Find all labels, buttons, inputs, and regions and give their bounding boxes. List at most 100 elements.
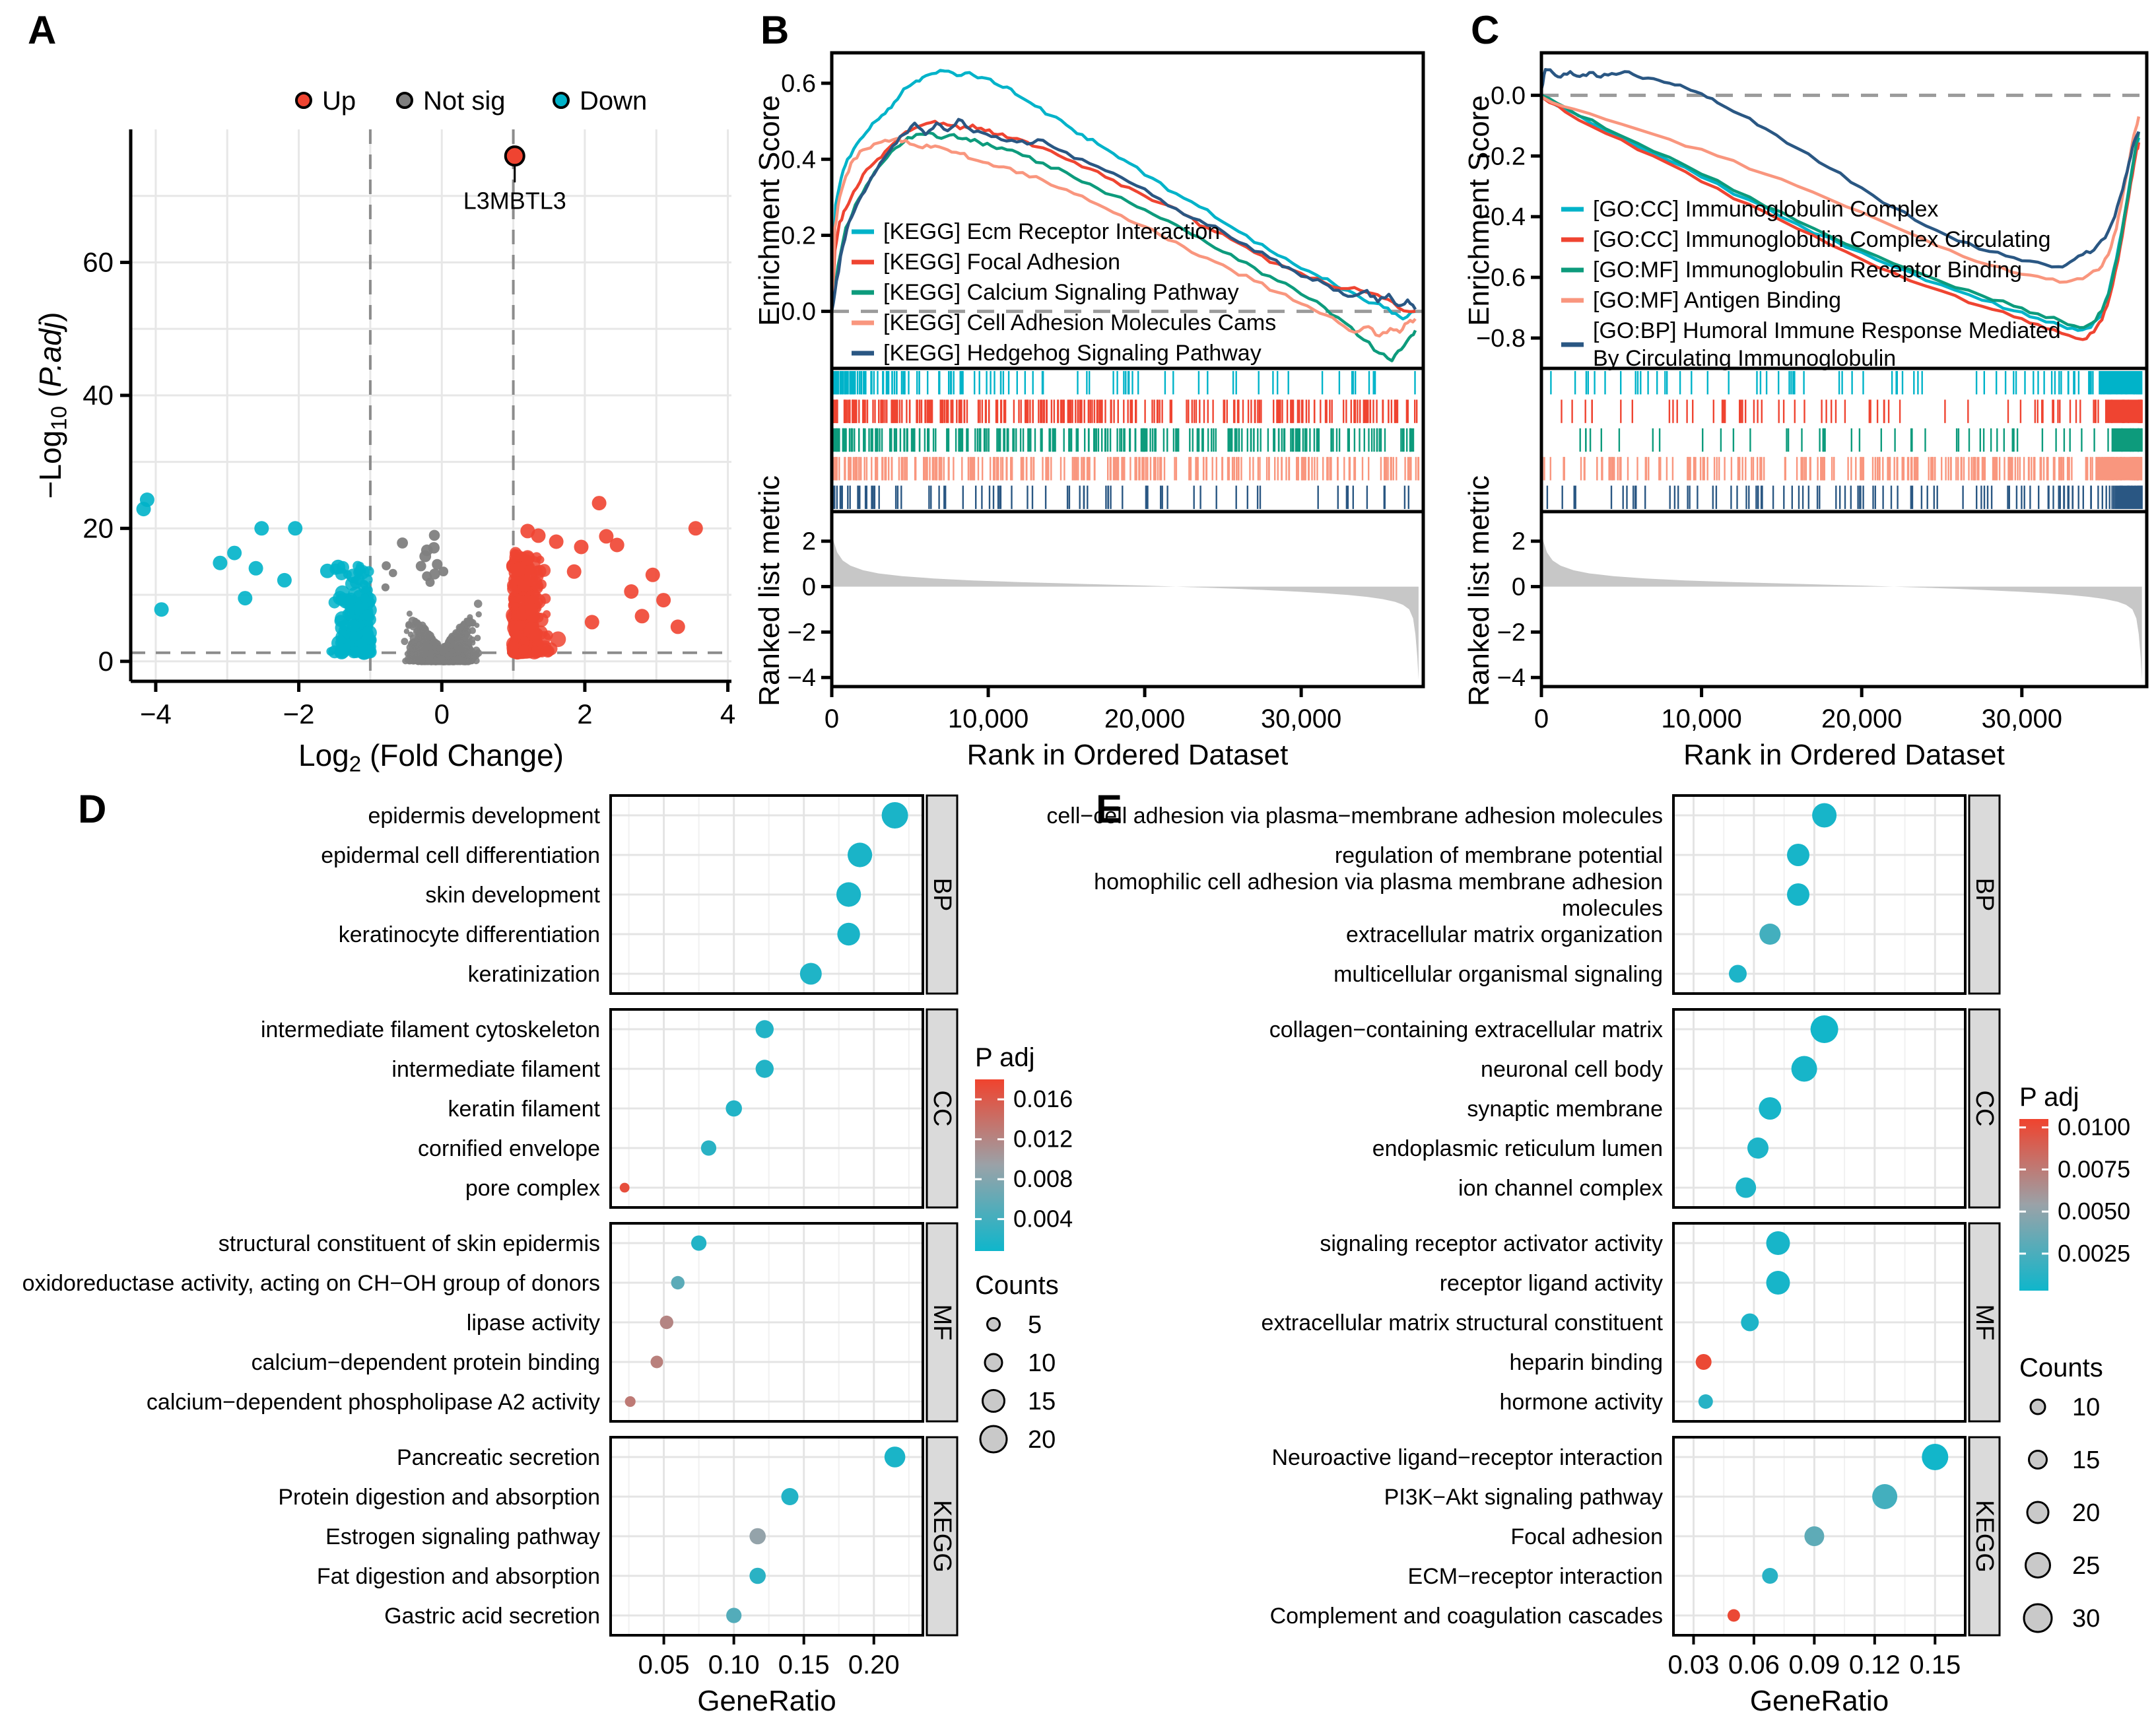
term-dot: [725, 1100, 742, 1117]
x-tick-label: 10,000: [1661, 704, 1741, 733]
counts-legend-label: 20: [1028, 1426, 1056, 1454]
term-dot: [1766, 1231, 1790, 1255]
metric-tick-label: 2: [802, 528, 816, 556]
legend-dot: [396, 92, 413, 109]
term-dot: [1810, 1015, 1838, 1043]
term-label: collagen−containing extracellular matrix: [1269, 1017, 1663, 1042]
term-dot: [1727, 1609, 1740, 1622]
term-label: intermediate filament: [391, 1057, 600, 1082]
enrichment-curve: [1540, 95, 2141, 284]
counts-legend-dot: [984, 1353, 1003, 1373]
term-dot: [1812, 803, 1837, 828]
term-dot: [1787, 883, 1809, 906]
term-dot: [836, 882, 861, 907]
legend-label: [KEGG] Focal Adhesion: [883, 250, 1120, 275]
x-tick-label: 0.12: [1849, 1650, 1901, 1679]
enrichment-curve: [830, 137, 1417, 338]
x-tick-label: −2: [283, 698, 315, 729]
facet-strip: [1968, 1008, 2001, 1209]
counts-legend-label: 10: [1028, 1349, 1056, 1377]
es-tick-label: 0.6: [781, 70, 816, 98]
counts-legend-label: 5: [1028, 1311, 1042, 1339]
term-dot: [749, 1528, 766, 1545]
enrichment-curve: [830, 119, 1416, 314]
gsea-canvas: 0.0 −0.2 −0.4 −0.6 −0.8 2 0 −2 −4 0 10,000 20,000 30…: [1463, 51, 2149, 771]
term-label: Protein digestion and absorption: [278, 1485, 600, 1510]
term-label: Estrogen signaling pathway: [325, 1524, 600, 1549]
counts-legend-dot: [982, 1389, 1005, 1413]
panel-label-a: A: [28, 8, 57, 52]
term-dot: [1747, 1137, 1769, 1159]
term-label: endoplasmic reticulum lumen: [1372, 1136, 1663, 1161]
metric-axis-label: Ranked list metric: [1463, 475, 1495, 706]
term-dot: [700, 1140, 717, 1156]
x-tick-label: 4: [720, 698, 735, 729]
term-dot: [755, 1020, 774, 1038]
metric-tick-label: −2: [788, 619, 816, 646]
term-dot: [1787, 844, 1809, 866]
enrichment-dotplot-up: epidermis development epidermal cell diff…: [22, 794, 1073, 1717]
term-label: pore complex: [465, 1176, 600, 1201]
term-label: keratin filament: [448, 1097, 600, 1122]
es-tick-label: 0.2: [781, 222, 816, 250]
term-dot: [671, 1275, 685, 1290]
term-label: Fat digestion and absorption: [317, 1564, 600, 1589]
rug-dense-block: [2095, 457, 2142, 481]
padj-legend-label: 0.008: [1013, 1165, 1073, 1192]
metric-tick-label: −4: [788, 664, 816, 692]
x-axis-label: Rank in Ordered Dataset: [967, 739, 1289, 771]
padj-legend-label: 0.0025: [2058, 1240, 2130, 1267]
panel-label-c: C: [1471, 8, 1500, 52]
facet-strip-label: CC: [928, 1091, 956, 1127]
term-dot: [659, 1315, 673, 1330]
term-label: Neuroactive ligand−receptor interaction: [1271, 1445, 1663, 1470]
enrichment-curve: [830, 118, 1417, 312]
term-label: homophilic cell adhesion via plasma memb…: [1094, 869, 1663, 895]
metric-tick-label: −2: [1497, 619, 1526, 646]
term-label: intermediate filament cytoskeleton: [261, 1017, 600, 1042]
es-tick-label: 0.0: [781, 298, 816, 326]
term-label: multicellular organismal signaling: [1333, 962, 1663, 987]
enrichment-curve: [1539, 68, 2140, 269]
padj-legend-label: 0.0075: [2058, 1155, 2130, 1182]
counts-legend-dot: [979, 1425, 1008, 1454]
padj-colorbar: [2019, 1119, 2048, 1291]
es-tick-label: −0.2: [1476, 143, 1526, 170]
legend-label: [GO:CC] Immunoglobulin Complex: [1593, 197, 1938, 222]
term-label: keratinization: [468, 962, 600, 987]
x-tick-label: 2: [577, 698, 592, 729]
x-tick-label: 0: [434, 698, 450, 729]
counts-legend-dot: [986, 1317, 1001, 1332]
facet-strip: [926, 794, 959, 995]
term-label: oxidoreductase activity, acting on CH−OH…: [22, 1271, 600, 1296]
term-dot: [1741, 1313, 1759, 1332]
term-dot: [1695, 1354, 1712, 1370]
padj-colorbar: [975, 1079, 1004, 1251]
padj-legend-label: 0.0050: [2058, 1198, 2130, 1225]
term-dot: [1762, 1568, 1778, 1584]
legend-label: Up: [322, 86, 356, 116]
term-label: Complement and coagulation cascades: [1270, 1604, 1663, 1629]
legend-label: Not sig: [423, 86, 506, 116]
counts-legend-label: 15: [2072, 1446, 2100, 1474]
term-label: structural constituent of skin epidermis: [219, 1231, 600, 1256]
x-axis-label: GeneRatio: [697, 1685, 836, 1717]
facet-strip-label: KEGG: [1971, 1500, 1998, 1573]
term-label: hormone activity: [1499, 1390, 1663, 1415]
legend-label: [KEGG] Hedgehog Signaling Pathway: [883, 341, 1262, 366]
gsea-canvas: 0.0 0.2 0.4 0.6 2 0 −2 −4 0 10,000 20,000 30,000 Enr…: [753, 51, 1425, 771]
term-label: heparin binding: [1509, 1350, 1663, 1375]
facet-strip: [926, 1008, 959, 1209]
legend-label: [GO:BP] Humoral Immune Response Mediated: [1593, 318, 2061, 343]
gsea-go-plot: 0.0 −0.2 −0.4 −0.6 −0.8 2 0 −2 −4 0 10,000 20,000 30…: [1463, 51, 2149, 771]
legend-label: By Circulating Immunoglobulin: [1593, 346, 1896, 371]
panel-label-b: B: [760, 8, 790, 52]
facet-strip-label: CC: [1971, 1091, 1998, 1127]
x-tick-label: 0: [825, 704, 839, 733]
annotated-gene-point: [504, 145, 525, 167]
term-label: epidermal cell differentiation: [321, 843, 600, 868]
es-axis-label: Enrichment Score: [753, 95, 786, 326]
